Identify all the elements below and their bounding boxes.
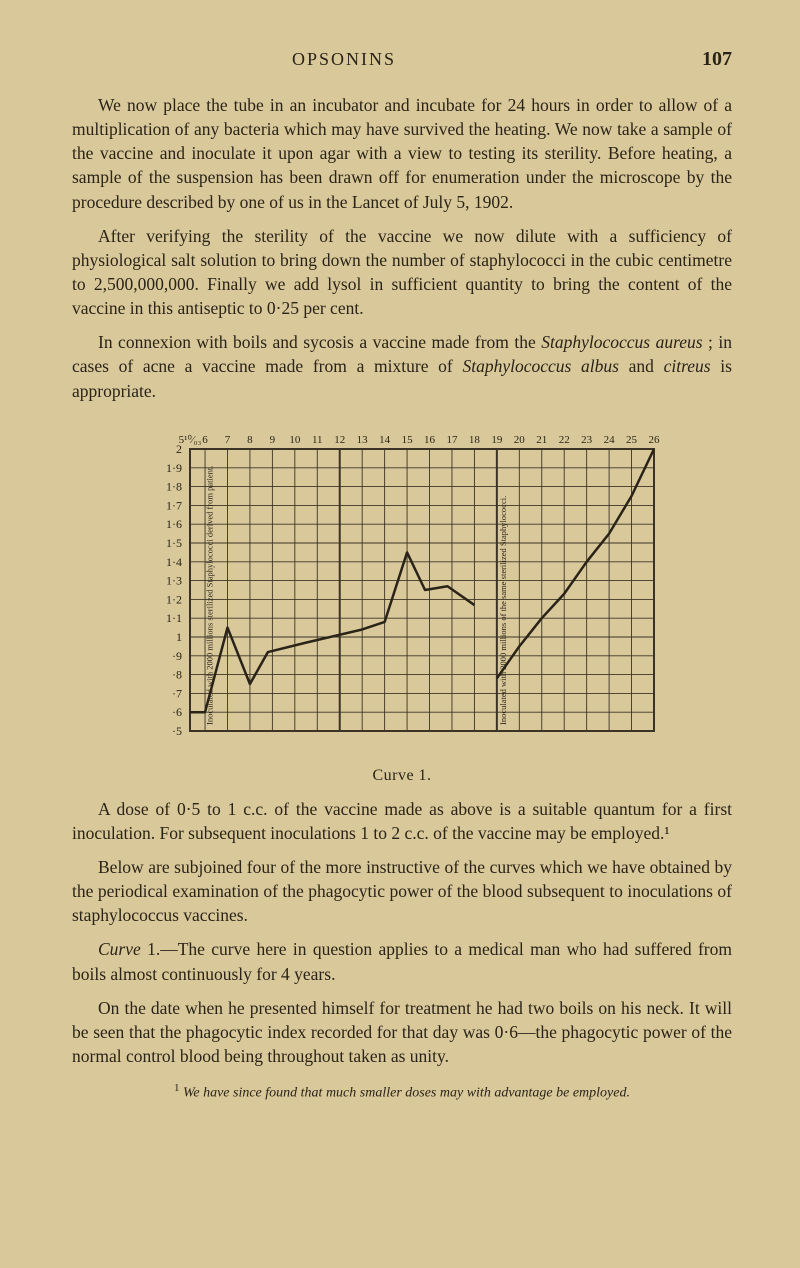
svg-text:9: 9 (270, 434, 276, 446)
svg-text:·5: ·5 (172, 724, 182, 738)
svg-text:Inoculated with 2000 millions: Inoculated with 2000 millions sterilized… (204, 465, 214, 724)
svg-text:1·1: 1·1 (166, 611, 182, 625)
svg-text:6: 6 (202, 434, 208, 446)
paragraph-3: In connexion with boils and sycosis a va… (72, 330, 732, 402)
svg-text:25: 25 (626, 434, 638, 446)
svg-text:1: 1 (176, 630, 182, 644)
svg-text:1·2: 1·2 (166, 592, 182, 606)
paragraph-5-text: Below are subjoined four of the more ins… (72, 855, 732, 927)
svg-text:1·3: 1·3 (166, 573, 182, 587)
svg-text:1·9: 1·9 (166, 460, 182, 474)
paragraph-1: We now place the tube in an incubator an… (72, 93, 732, 214)
svg-text:14: 14 (379, 434, 391, 446)
p6-a: Curve (98, 939, 141, 959)
curve-caption: Curve 1. (142, 767, 662, 785)
paragraph-4: A dose of 0·5 to 1 c.c. of the vaccine m… (72, 797, 732, 845)
svg-text:5¹⁰⁄₀₃: 5¹⁰⁄₀₃ (179, 434, 202, 446)
running-title: OPSONINS (292, 49, 396, 70)
p3-i1: Staphylococcus aureus (541, 332, 702, 352)
svg-text:·9: ·9 (172, 648, 182, 662)
svg-text:2: 2 (176, 442, 182, 456)
svg-text:23: 23 (581, 434, 593, 446)
p3-i2: Staphylococcus albus (462, 356, 618, 376)
svg-text:18: 18 (469, 434, 481, 446)
svg-text:1·7: 1·7 (166, 498, 182, 512)
svg-text:12: 12 (334, 434, 345, 446)
p6-b: 1.—The curve here in question applies to… (72, 939, 732, 983)
svg-text:8: 8 (247, 434, 253, 446)
paragraph-6: Curve 1.—The curve here in question appl… (72, 937, 732, 985)
svg-text:7: 7 (225, 434, 231, 446)
page-number: 107 (702, 48, 732, 71)
svg-text:26: 26 (649, 434, 661, 446)
paragraph-5: Below are subjoined four of the more ins… (72, 855, 732, 927)
svg-text:1·6: 1·6 (166, 517, 182, 531)
svg-text:17: 17 (446, 434, 458, 446)
p3-a: In connexion with boils and sycosis a va… (98, 332, 541, 352)
chart-svg: 5¹⁰⁄₀₃6789101112131415161718192021222324… (142, 421, 662, 761)
svg-text:11: 11 (312, 434, 323, 446)
svg-text:16: 16 (424, 434, 436, 446)
svg-text:·7: ·7 (172, 686, 182, 700)
footnote: 1 We have since found that much smaller … (72, 1082, 732, 1102)
svg-text:10: 10 (289, 434, 301, 446)
svg-text:13: 13 (357, 434, 369, 446)
paragraph-7: On the date when he presented himself fo… (72, 996, 732, 1068)
svg-text:·8: ·8 (172, 667, 182, 681)
paragraph-2-text: After verifying the sterility of the vac… (72, 224, 732, 321)
svg-text:1·5: 1·5 (166, 536, 182, 550)
svg-text:1·4: 1·4 (166, 554, 182, 568)
svg-text:Inoculated with 2000 millions: Inoculated with 2000 millions of the sam… (498, 495, 508, 724)
p3-c: and (619, 356, 664, 376)
footnote-text: We have since found that much smaller do… (179, 1086, 630, 1101)
svg-text:21: 21 (536, 434, 547, 446)
svg-text:22: 22 (559, 434, 570, 446)
page-header: OPSONINS 107 (72, 48, 732, 71)
svg-text:1·8: 1·8 (166, 479, 182, 493)
svg-text:15: 15 (402, 434, 414, 446)
p3-i3: citreus (664, 356, 711, 376)
svg-text:20: 20 (514, 434, 526, 446)
paragraph-2: After verifying the sterility of the vac… (72, 224, 732, 321)
svg-text:19: 19 (491, 434, 503, 446)
paragraph-4-text: A dose of 0·5 to 1 c.c. of the vaccine m… (72, 797, 732, 845)
svg-text:24: 24 (604, 434, 616, 446)
paragraph-1-text: We now place the tube in an incubator an… (72, 93, 732, 214)
curve-1-chart: 5¹⁰⁄₀₃6789101112131415161718192021222324… (142, 421, 662, 785)
paragraph-7-text: On the date when he presented himself fo… (72, 996, 732, 1068)
svg-text:·6: ·6 (172, 705, 182, 719)
